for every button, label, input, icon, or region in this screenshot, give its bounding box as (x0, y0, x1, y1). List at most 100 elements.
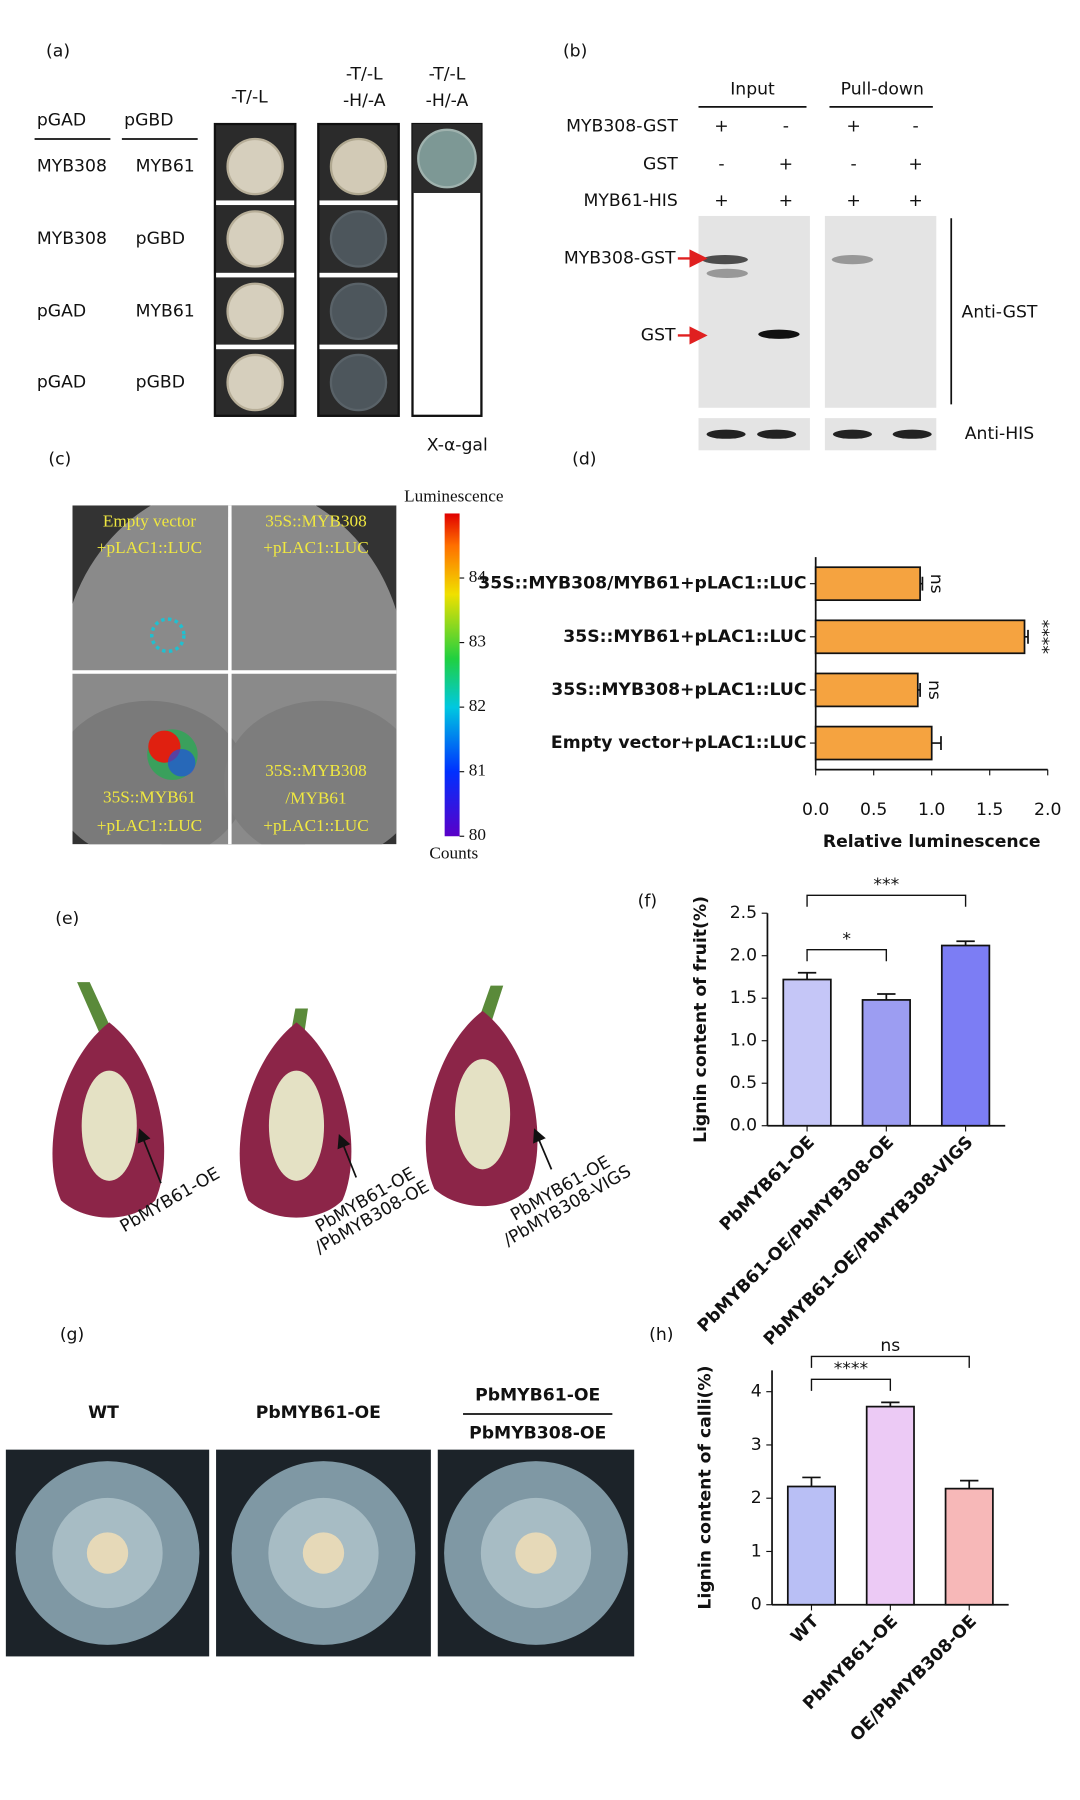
condition-label: -T/-L (346, 65, 383, 85)
quadrant-label: Empty vector (103, 512, 197, 531)
significance-label: **** (1032, 620, 1052, 655)
panel-label: (e) (55, 909, 79, 929)
row-label: MYB308-GST (566, 116, 678, 136)
y-axis-label: Lignin content of fruit(%) (691, 896, 711, 1143)
blot (824, 215, 937, 408)
luminescence-image (72, 505, 397, 845)
y-tick-label: 1.5 (730, 988, 757, 1008)
bar (940, 944, 991, 1127)
callus (515, 1532, 557, 1574)
y-tick-label: 0.5 (730, 1073, 757, 1093)
error-bar (881, 1401, 900, 1407)
quadrant-label: 35S::MYB308 (265, 761, 366, 780)
error-bar (802, 1476, 821, 1487)
sign: + (908, 154, 922, 174)
panel-label: (a) (46, 42, 70, 62)
row-label: pGAD (37, 301, 86, 321)
x-tick-label: 1.0 (918, 800, 945, 820)
row-label: MYB61 (136, 301, 195, 321)
error-bar (931, 736, 942, 750)
colony (226, 137, 284, 196)
x-tick-label: 0.5 (860, 800, 887, 820)
band (706, 429, 746, 439)
error-bar (797, 971, 817, 980)
quadrant-label: +pLAC1::LUC (97, 538, 202, 557)
y-tick-label: 2 (751, 1488, 762, 1508)
error-bar (1024, 629, 1029, 644)
footer-label: X-α-gal (427, 436, 488, 456)
colony (226, 353, 284, 412)
significance-label: ns (880, 1336, 900, 1356)
panel-label: (g) (60, 1325, 84, 1345)
y-tick-label: 0 (751, 1595, 762, 1615)
colony (329, 210, 388, 268)
row-label: MYB61 (136, 157, 195, 177)
bar (865, 1405, 915, 1606)
sample-label: WT (88, 1403, 119, 1423)
panel-label: (b) (563, 42, 587, 62)
row-label: pGAD (37, 373, 86, 393)
arrow (533, 1128, 553, 1170)
colony (329, 282, 388, 341)
y-axis-label: Lignin content of calli(%) (695, 1365, 715, 1609)
quadrant-label: +pLAC1::LUC (97, 816, 202, 835)
y-tick-label: 2.5 (730, 903, 757, 923)
condition-label: -H/-A (426, 91, 469, 111)
x-tick-label: 2.0 (1034, 800, 1061, 820)
x-tick-label: 0.0 (802, 800, 829, 820)
y-tick-label: Empty vector+pLAC1::LUC (551, 733, 807, 753)
colorbar-unit: Counts (429, 844, 478, 863)
colorbar-tick-label: 83 (469, 632, 486, 651)
leaf (72, 700, 248, 845)
significance-label: *** (873, 875, 899, 895)
colorbar-tick-label: 80 (469, 825, 486, 844)
arrow (137, 1128, 162, 1184)
bar (786, 1485, 836, 1606)
y-tick-label: 4 (751, 1382, 762, 1402)
sign: - (783, 116, 789, 136)
x-tick-label: 1.5 (976, 800, 1003, 820)
sign: + (779, 154, 793, 174)
column-header: pGAD (37, 111, 86, 131)
cell-divider (319, 344, 398, 350)
panel-label: (c) (48, 449, 71, 469)
row-label: pGBD (136, 229, 185, 249)
fruit-flesh (81, 1070, 137, 1181)
bar (861, 999, 911, 1127)
row-label: MYB308 (37, 229, 107, 249)
bar (814, 672, 919, 708)
bar (782, 978, 832, 1127)
error-bar (877, 993, 896, 1000)
colorbar-title: Luminescence (404, 486, 504, 505)
colony (226, 210, 284, 268)
signal (150, 617, 186, 654)
fruit-flesh (454, 1059, 511, 1170)
band (706, 268, 748, 278)
row-label: GST (643, 154, 678, 174)
quadrant-label: +pLAC1::LUC (263, 816, 368, 835)
x-axis-label: Relative luminescence (823, 832, 1041, 852)
cell-divider (216, 272, 295, 278)
significance-bracket (810, 1355, 970, 1368)
sign: - (913, 116, 919, 136)
sign: + (779, 191, 793, 211)
band (701, 255, 748, 265)
sign: + (714, 116, 728, 136)
significance-bracket (806, 949, 888, 962)
significance-bracket (810, 1378, 892, 1391)
group-label: Input (730, 80, 775, 100)
condition-label: -H/-A (343, 91, 386, 111)
group-label: Pull-down (841, 80, 924, 100)
band (892, 429, 932, 439)
cell-divider (319, 272, 398, 278)
bar (814, 566, 921, 602)
band-label: MYB308-GST (564, 248, 676, 268)
colony (417, 128, 477, 189)
callus (86, 1532, 129, 1574)
bar (814, 619, 1026, 655)
quadrant-label: /MYB61 (285, 788, 346, 807)
sample-label: PbMYB308-OE (469, 1424, 606, 1444)
row-label: MYB308 (37, 157, 107, 177)
panel-label: (f) (638, 892, 658, 912)
